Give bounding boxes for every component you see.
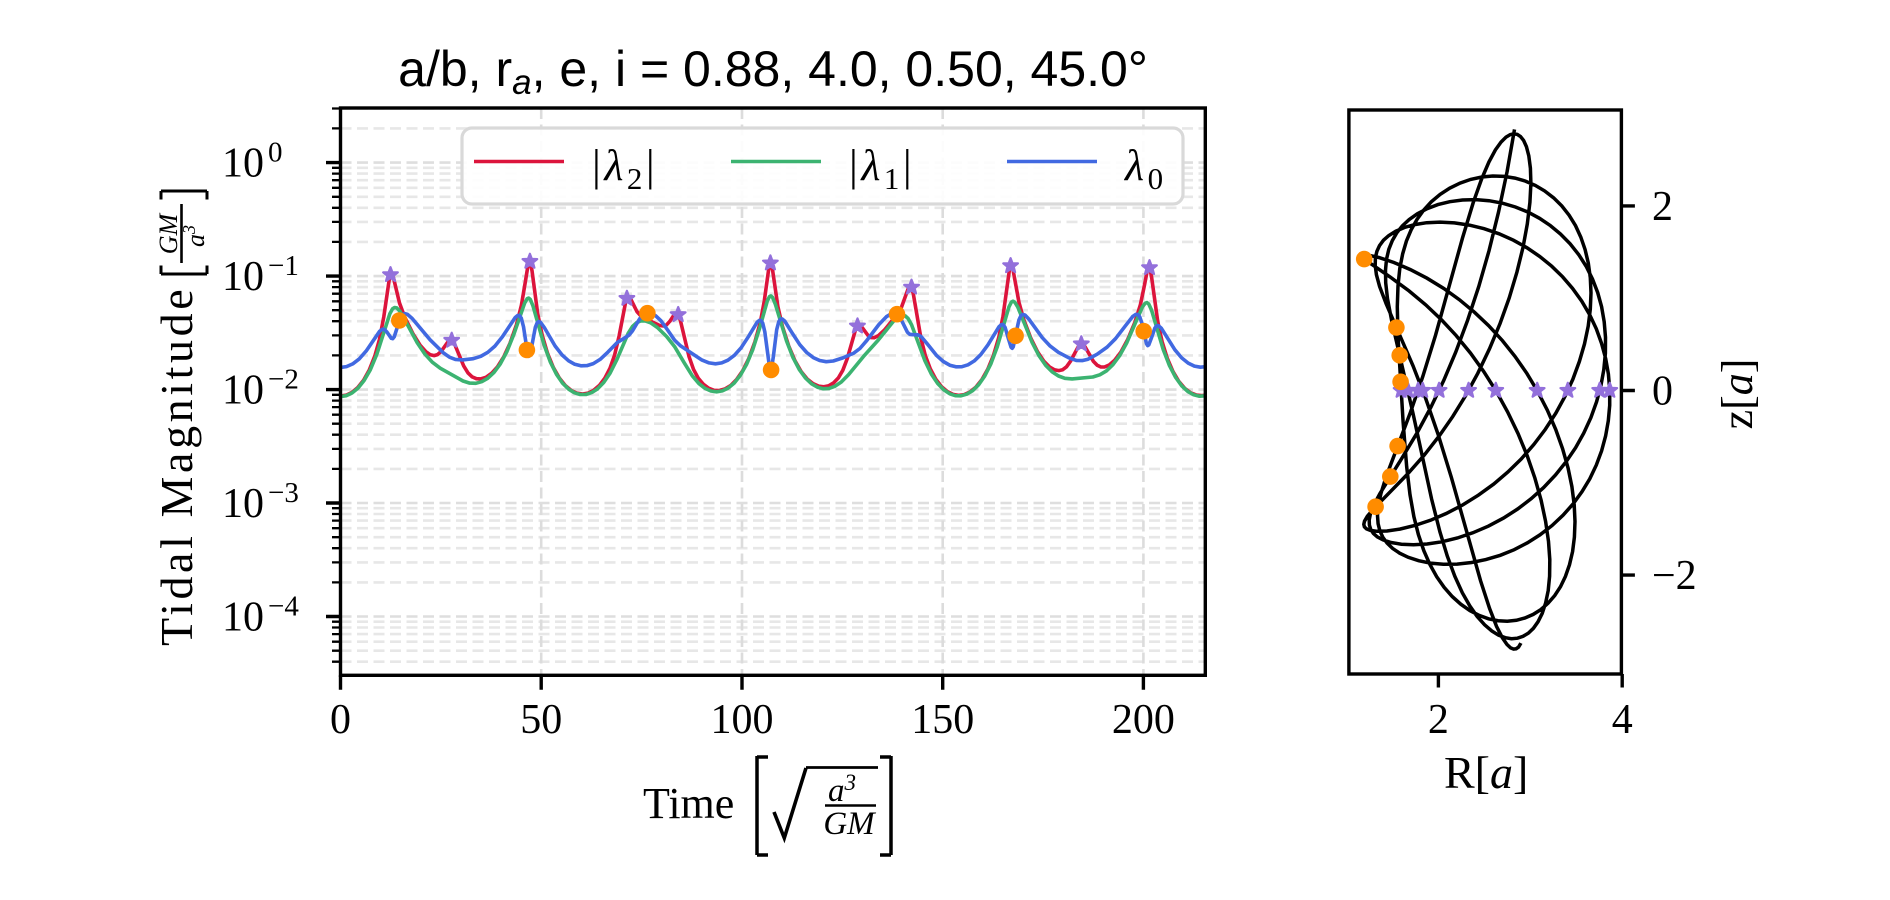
svg-text:2: 2: [1428, 697, 1449, 743]
svg-text:−4: −4: [268, 591, 299, 623]
svg-text:200: 200: [1112, 697, 1175, 743]
svg-text:R[a]: R[a]: [1444, 747, 1528, 798]
svg-text:GM: GM: [823, 806, 876, 842]
svg-text:0: 0: [1652, 369, 1673, 415]
svg-text:|λ2|: |λ2|: [592, 141, 658, 196]
svg-text:2: 2: [1652, 184, 1673, 230]
svg-text:a/b, ra, e, i = 0.88, 4.0, 0.5: a/b, ra, e, i = 0.88, 4.0, 0.50, 45.0°: [398, 41, 1148, 102]
svg-text:100: 100: [711, 697, 774, 743]
svg-text:z[a]: z[a]: [1713, 359, 1762, 430]
svg-text:10: 10: [222, 481, 264, 527]
svg-text:−1: −1: [268, 250, 299, 282]
svg-text:0: 0: [330, 697, 351, 743]
svg-text:4: 4: [1612, 697, 1633, 743]
svg-text:50: 50: [520, 697, 562, 743]
svg-text:10: 10: [222, 254, 264, 300]
svg-text:λ0: λ0: [1123, 141, 1167, 196]
svg-text:GM: GM: [154, 212, 183, 254]
svg-text:10: 10: [222, 141, 264, 187]
svg-text:|λ1|: |λ1|: [849, 141, 915, 196]
svg-text:Tidal Magnitude: Tidal Magnitude: [151, 286, 202, 646]
svg-text:−2: −2: [268, 364, 299, 396]
svg-text:Time: Time: [643, 779, 734, 828]
svg-text:−3: −3: [268, 477, 299, 509]
svg-text:−2: −2: [1652, 553, 1697, 599]
svg-text:10: 10: [222, 595, 264, 641]
svg-text:10: 10: [222, 368, 264, 414]
svg-text:0: 0: [268, 137, 283, 169]
svg-text:150: 150: [911, 697, 974, 743]
